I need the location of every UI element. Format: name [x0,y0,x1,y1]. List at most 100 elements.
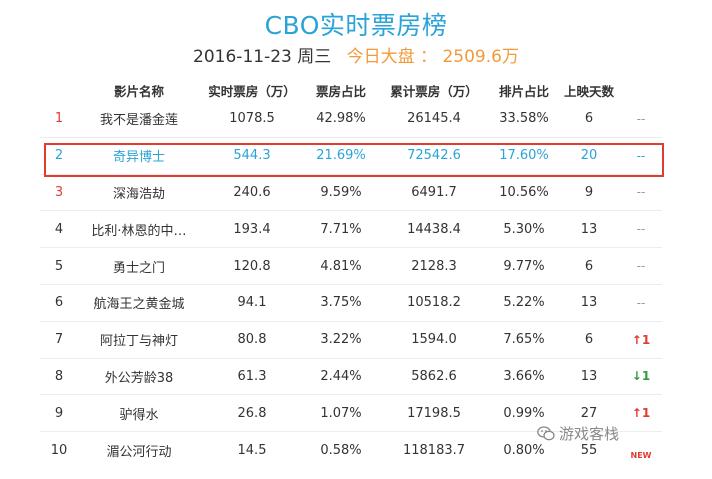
table-row: 10 湄公河行动 14.5 0.58% 118183.7 0.80% 55 NEW [40,432,662,468]
trend-indicator: -- [636,259,646,274]
cell-film-name: 外公芳龄38 [78,358,200,396]
trend-indicator: -- [636,111,646,126]
cell-trend: -- [620,210,662,249]
cell-cumulative-box: 17198.5 [378,394,490,433]
trend-indicator: ↑1 [631,332,651,347]
trend-indicator: -- [636,295,646,310]
cell-cumulative-box: 2128.3 [378,247,490,285]
cell-screening-share: 33.58% [490,101,558,138]
cell-rank: 9 [40,394,78,433]
cell-rank: 5 [40,247,78,285]
cell-realtime-box: 61.3 [200,358,304,396]
header-box-share: 票房占比 [315,83,366,99]
cell-screening-share: 5.30% [490,210,558,249]
cell-days: 27 [558,394,620,433]
watermark: 游戏客栈 [537,423,619,444]
page-title: CBO实时票房榜 [264,11,448,40]
cell-realtime-box: 80.8 [200,321,304,359]
cell-cumulative-box: 5862.6 [378,358,490,396]
cell-days: 6 [558,101,620,138]
total-value: 2509.6万 [442,47,519,67]
cell-rank: 10 [50,442,68,458]
report-date: 2016-11-23 [193,47,292,67]
cell-film-name: 深海浩劫 [78,174,200,212]
cell-film-name: 湄公河行动 [106,444,172,460]
highlight-box [44,143,664,177]
cell-realtime-box: 14.5 [237,442,267,458]
cell-days: 55 [580,442,598,458]
cell-rank: 4 [40,210,78,249]
cell-rank: 7 [40,321,78,359]
total-label: 今日大盘 ： [346,47,438,67]
cell-box-share: 3.75% [304,284,378,322]
cell-box-share: 9.59% [304,174,378,212]
box-office-table: 影片名称 实时票房（万） 票房占比 累计票房（万） 排片占比 上映天数 1 我不是… [40,79,662,468]
cell-cumulative-box: 10518.2 [378,284,490,322]
page-subtitle: 2016-11-23 周三 今日大盘 ： 2509.6万 [0,42,712,67]
cell-realtime-box: 26.8 [200,394,304,433]
header-screening-share: 排片占比 [498,83,549,99]
cell-days: 13 [558,358,620,396]
report-weekday: 周三 [297,47,332,67]
cell-trend: ↑1 [620,394,662,433]
wechat-icon [537,426,555,441]
header-rank [40,79,78,101]
cell-rank: 6 [40,284,78,322]
cell-rank: 3 [40,174,78,212]
cell-film-name: 航海王之黄金城 [78,284,200,322]
cell-days: 9 [558,174,620,212]
cell-realtime-box: 120.8 [200,247,304,285]
cell-box-share: 0.58% [320,442,362,458]
table-row: 8 外公芳龄38 61.3 2.44% 5862.6 3.66% 13 ↓1 [40,358,662,396]
cell-cumulative-box: 26145.4 [378,101,490,138]
cell-rank: 8 [40,358,78,396]
cell-film-name: 比利·林恩的中… [78,210,200,249]
cell-cumulative-box: 6491.7 [378,174,490,212]
cell-days: 13 [558,284,620,322]
cell-box-share: 2.44% [304,358,378,396]
watermark-text: 游戏客栈 [559,425,620,443]
trend-indicator: ↑1 [631,406,651,421]
trend-indicator: -- [636,148,646,163]
cell-days: 13 [558,210,620,249]
cell-trend: NEW [620,432,662,468]
cell-box-share: 42.98% [304,101,378,138]
cell-trend: -- [620,101,662,138]
trend-indicator: -- [636,185,646,200]
table-row: 1 我不是潘金莲 1078.5 42.98% 26145.4 33.58% 6 -- [40,101,662,138]
cell-screening-share: 10.56% [490,174,558,212]
table-row: 5 勇士之门 120.8 4.81% 2128.3 9.77% 6 -- [40,247,662,285]
cell-screening-share: 5.22% [490,284,558,322]
table-row: 3 深海浩劫 240.6 9.59% 6491.7 10.56% 9 -- [40,174,662,212]
cell-trend: ↑1 [620,321,662,359]
trend-indicator: ↓1 [631,369,651,384]
cell-box-share: 4.81% [304,247,378,285]
table-row: 4 比利·林恩的中… 193.4 7.71% 14438.4 5.30% 13 -- [40,210,662,249]
cell-box-share: 7.71% [304,210,378,249]
cell-film-name: 阿拉丁与神灯 [78,321,200,359]
trend-indicator: -- [636,222,646,237]
cell-realtime-box: 94.1 [200,284,304,322]
cell-days: 6 [558,321,620,359]
cell-trend: -- [620,247,662,285]
cell-cumulative-box: 1594.0 [378,321,490,359]
cell-box-share: 3.22% [304,321,378,359]
header-trend [620,79,662,101]
header-cumulative-box: 累计票房（万） [390,83,478,99]
cell-cumulative-box: 14438.4 [378,210,490,249]
cell-trend: -- [620,174,662,212]
cell-film-name: 驴得水 [78,394,200,433]
cell-screening-share: 9.77% [490,247,558,285]
cell-rank: 1 [40,101,78,138]
cell-cumulative-box: 118183.7 [402,442,466,458]
table-row: 9 驴得水 26.8 1.07% 17198.5 0.99% 27 ↑1 [40,394,662,433]
cell-trend: -- [620,284,662,322]
table-row: 6 航海王之黄金城 94.1 3.75% 10518.2 5.22% 13 -- [40,284,662,322]
cell-box-share: 1.07% [304,394,378,433]
cell-realtime-box: 240.6 [200,174,304,212]
cell-trend: ↓1 [620,358,662,396]
cell-realtime-box: 193.4 [200,210,304,249]
table-header-row: 影片名称 实时票房（万） 票房占比 累计票房（万） 排片占比 上映天数 [40,79,662,101]
table-row: 7 阿拉丁与神灯 80.8 3.22% 1594.0 7.65% 6 ↑1 [40,321,662,359]
header-film-name: 影片名称 [113,83,164,99]
